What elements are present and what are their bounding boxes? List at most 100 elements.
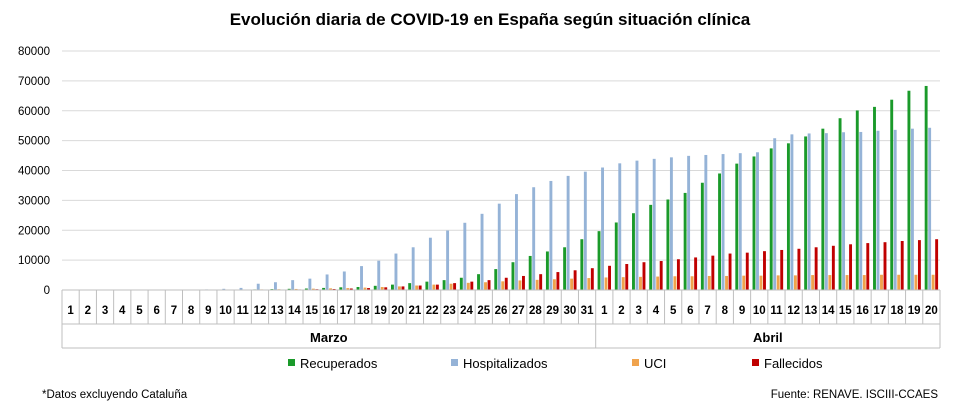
bar-recuperados [804,136,808,290]
bar-recuperados [907,90,911,290]
bar-recuperados [614,222,618,290]
bar-hospitalizados [652,158,656,290]
bar-hospitalizados [790,134,794,290]
bar-fallecidos [780,249,784,290]
x-tick-label: 18 [357,305,370,317]
bar-hospitalizados [239,287,243,290]
bar-fallecidos [763,251,766,290]
bar-fallecidos [935,239,939,290]
x-tick-label: 24 [460,305,473,317]
bar-fallecidos [849,244,853,290]
x-tick-label: 27 [512,305,525,317]
bar-fallecidos [711,255,715,290]
y-tick-label: 30000 [18,195,50,207]
x-tick-label: 8 [188,305,195,317]
bar-hospitalizados [497,203,501,290]
y-tick-label: 10000 [18,255,50,267]
bar-recuperados [683,192,687,290]
bar-recuperados [718,173,722,290]
bar-uci [311,288,315,290]
bar-recuperados [769,148,773,290]
x-tick-label: 17 [340,305,353,317]
bars [187,85,939,291]
bar-fallecidos [367,288,370,290]
bar-uci [914,274,918,290]
bar-recuperados [442,280,446,290]
bar-hospitalizados [256,283,260,290]
bar-uci [742,275,746,290]
bar-hospitalizados [618,163,622,290]
legend-swatch [288,359,295,366]
bar-hospitalizados [773,138,777,290]
bar-fallecidos [556,272,560,290]
legend-label: UCI [644,356,666,371]
bar-uci [380,287,384,290]
bar-uci [501,281,505,290]
x-tick-label: 14 [288,305,301,317]
x-tick-label: 10 [753,305,766,317]
bar-recuperados [597,231,601,290]
x-tick-label: 3 [102,305,108,317]
x-tick-label: 1 [601,305,608,317]
bar-uci [398,286,401,290]
bar-hospitalizados [669,157,673,290]
x-tick-label: 18 [891,305,904,317]
bar-fallecidos [814,247,818,290]
x-tick-label: 10 [219,305,232,317]
bar-recuperados [511,262,515,290]
bar-uci [690,276,694,290]
bar-fallecidos [797,248,801,290]
x-tick-label: 28 [529,305,542,317]
bar-fallecidos [900,241,904,290]
x-tick-label: 15 [839,305,852,317]
bar-uci [656,276,660,290]
x-tick-label: 6 [153,305,159,317]
bar-fallecidos [487,280,491,290]
bar-uci [552,279,556,290]
y-tick-label: 60000 [18,106,50,118]
bar-hospitalizados [411,247,415,290]
bar-uci [587,278,591,290]
bar-hospitalizados [428,237,432,290]
bar-hospitalizados [893,129,897,290]
bar-hospitalizados [532,187,536,290]
bar-recuperados [477,274,480,290]
y-tick-label: 70000 [18,76,50,88]
bar-recuperados [563,247,567,290]
bar-hospitalizados [222,288,226,290]
bar-hospitalizados [842,132,846,290]
x-tick-label: 7 [171,305,177,317]
x-tick-label: 11 [770,305,783,317]
bar-fallecidos [659,261,663,290]
x-tick-label: 26 [495,305,508,317]
bar-fallecidos [866,243,870,290]
bar-recuperados [408,283,412,290]
x-tick-label: 14 [822,305,835,317]
y-tick-label: 80000 [18,46,50,58]
gridlines [62,50,940,261]
bar-recuperados [373,285,377,290]
bar-recuperados [580,239,584,290]
x-tick-label: 8 [722,305,729,317]
x-tick-label: 30 [563,305,576,317]
bar-fallecidos [728,253,732,290]
bar-fallecidos [917,240,921,290]
bar-fallecidos [590,268,594,290]
bar-recuperados [752,156,756,290]
bar-uci [776,275,780,290]
y-axis: 0 10000 20000 30000 40000 50000 60000 70000 8000… [18,46,50,297]
bar-hospitalizados [756,152,759,290]
bar-hospitalizados [910,128,914,290]
month-label: Abril [753,330,783,345]
bar-uci [535,279,539,290]
bar-uci [862,275,866,290]
x-tick-label: 19 [908,305,921,317]
bar-recuperados [855,110,859,290]
y-tick-label: 0 [44,285,50,297]
bar-fallecidos [608,265,611,290]
bar-uci [466,282,470,290]
bar-uci [294,288,298,290]
bar-uci [897,274,901,290]
bar-fallecidos [401,286,405,290]
bar-hospitalizados [291,280,295,290]
